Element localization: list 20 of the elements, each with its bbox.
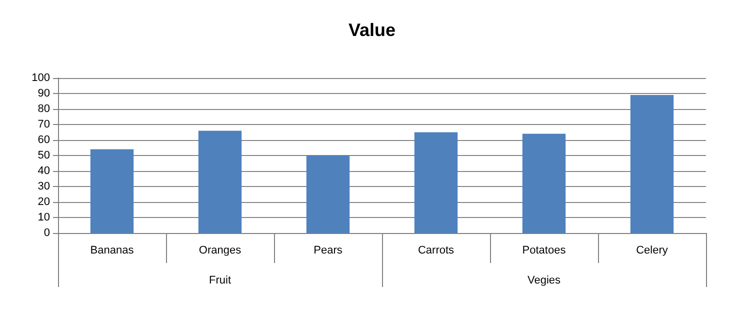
y-tick-label: 60	[38, 134, 50, 146]
chart-title: Value	[348, 20, 396, 40]
text: Vegies	[527, 274, 562, 286]
y-tick-label: 50	[38, 150, 50, 162]
y-tick-label: 20	[38, 196, 50, 208]
y-tick-label: 40	[38, 165, 50, 177]
x-tick-label: Bananas	[90, 244, 134, 256]
y-tick-label: 90	[38, 88, 50, 100]
x-tick-label: Carrots	[418, 244, 455, 256]
text: Fruit	[209, 274, 231, 286]
x-tick-label: Pears	[314, 244, 343, 256]
x-tick-label: Oranges	[198, 244, 242, 256]
y-tick-label: 0	[44, 227, 50, 239]
x-tick-label: Celery	[636, 244, 668, 256]
y-tick-label: 10	[38, 212, 50, 224]
y-tick-label: 70	[38, 118, 50, 130]
y-tick-label: 80	[38, 103, 50, 115]
y-tick-label: 30	[38, 180, 50, 192]
y-tick-label: 100	[32, 72, 50, 84]
x-tick-label: Potatoes	[522, 244, 566, 256]
